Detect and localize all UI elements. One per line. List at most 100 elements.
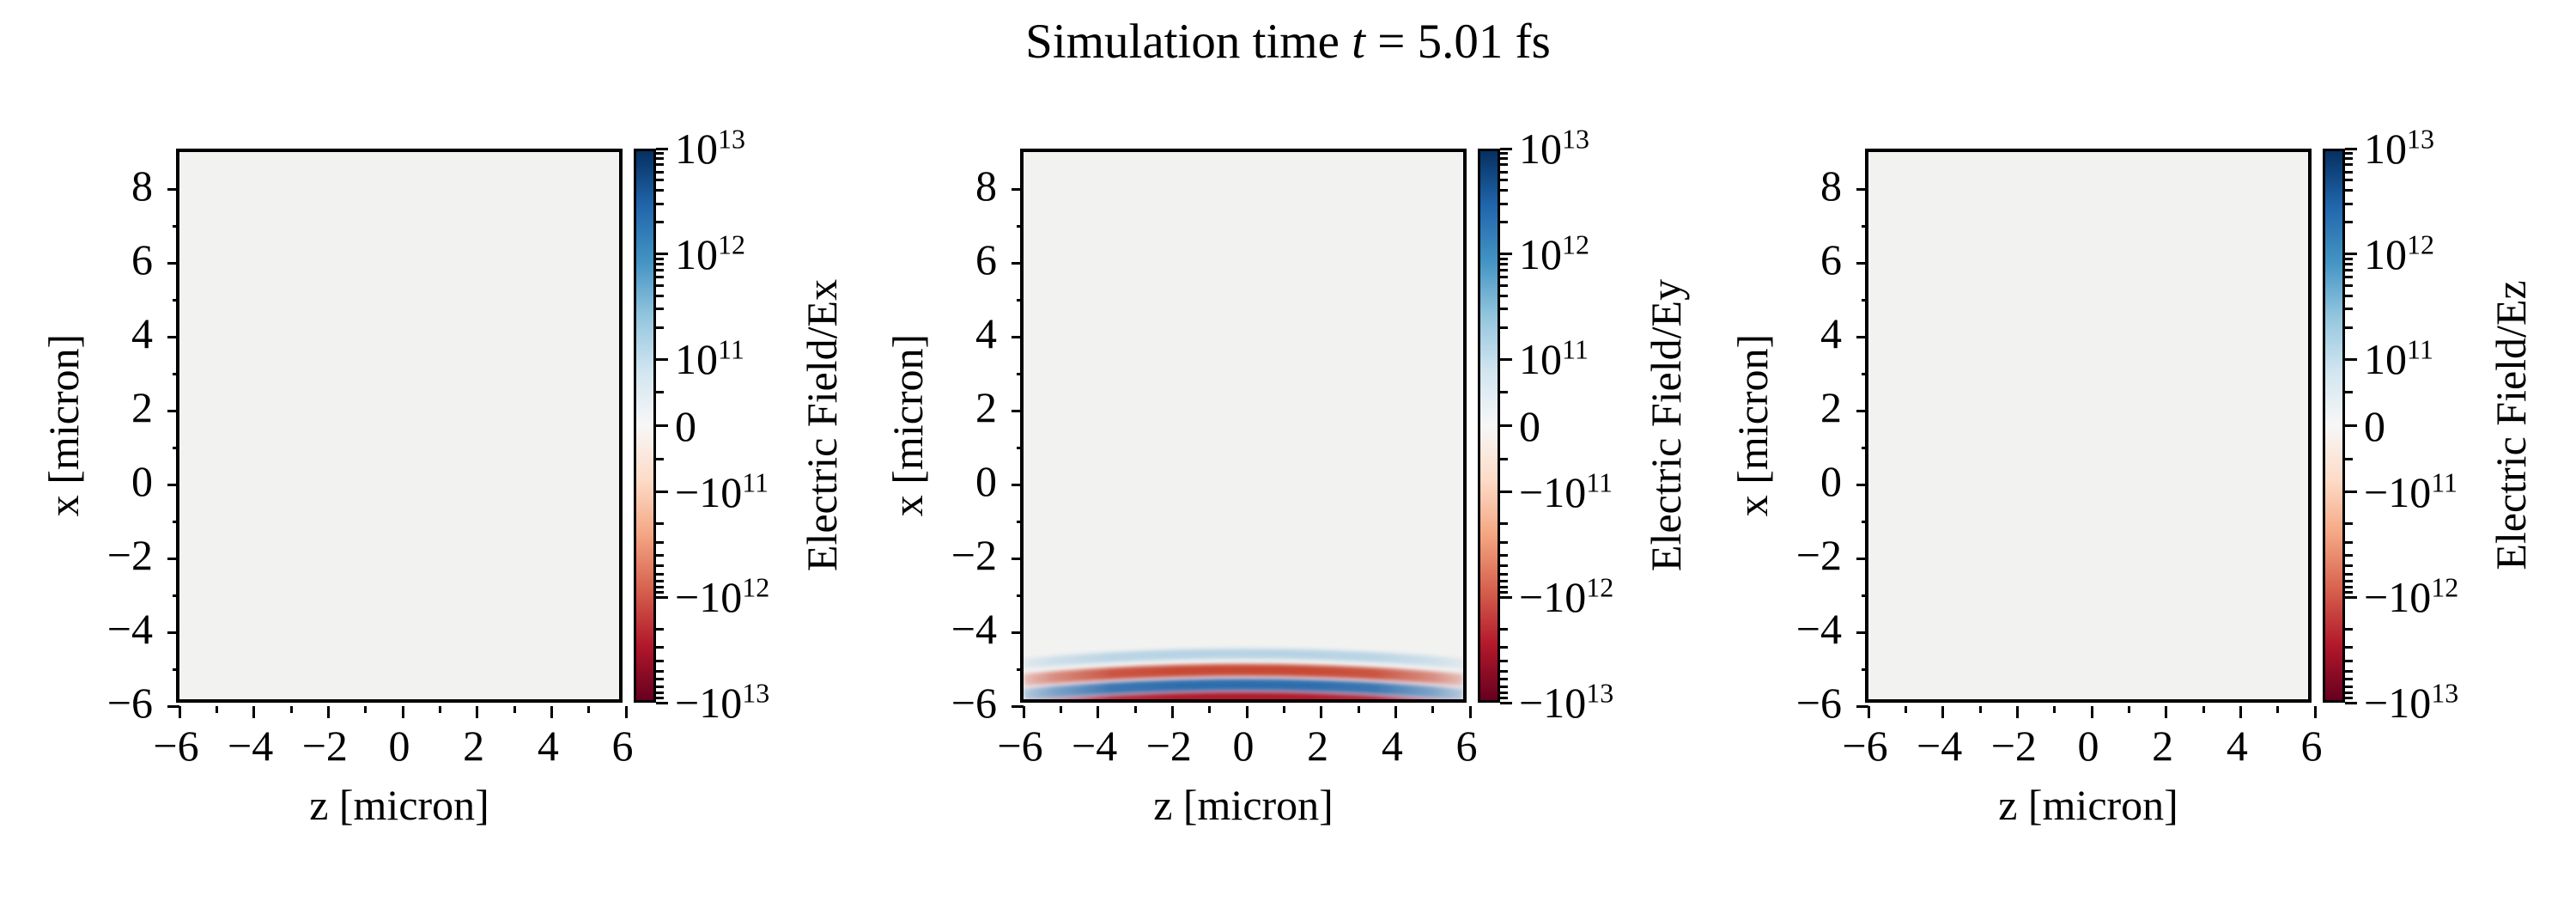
colorbar-minor-tick bbox=[656, 646, 664, 649]
colorbar-minor-tick bbox=[2345, 276, 2353, 279]
y-tick-label: 2 bbox=[1820, 383, 1842, 431]
colorbar-tick-label: −1011 bbox=[675, 466, 769, 516]
colorbar-tick bbox=[656, 595, 668, 599]
colorbar-ey bbox=[1478, 149, 1500, 703]
x-tick bbox=[2239, 706, 2242, 718]
colorbar-minor-tick bbox=[1500, 257, 1508, 260]
y-minor-tick bbox=[1017, 372, 1024, 375]
y-tick bbox=[167, 409, 179, 412]
colorbar-minor-tick bbox=[2345, 257, 2353, 260]
y-minor-tick bbox=[1017, 298, 1024, 302]
colorbar-minor-tick bbox=[656, 586, 664, 589]
x-axis-label: z [micron] bbox=[1998, 781, 2178, 829]
colorbar-tick bbox=[2345, 424, 2357, 427]
colorbar-minor-tick bbox=[656, 294, 664, 297]
x-tick-label: −6 bbox=[1842, 722, 1888, 770]
colorbar-tick-label: 1013 bbox=[2364, 123, 2434, 173]
wavefront-band bbox=[1052, 692, 1435, 699]
colorbar-tick bbox=[656, 147, 668, 150]
colorbar-minor-tick bbox=[1500, 669, 1508, 673]
x-minor-tick bbox=[1978, 706, 1982, 713]
colorbar-minor-tick bbox=[1500, 202, 1508, 205]
colorbar-tick-label: 1013 bbox=[1519, 123, 1589, 173]
colorbar-minor-tick bbox=[2345, 685, 2353, 688]
y-tick-label: −6 bbox=[1795, 679, 1842, 727]
x-minor-tick bbox=[513, 706, 516, 713]
colorbar-tick-label: 1012 bbox=[675, 228, 745, 278]
colorbar-minor-tick bbox=[656, 308, 664, 311]
colorbar-minor-tick bbox=[1500, 179, 1508, 182]
x-tick bbox=[252, 706, 256, 718]
y-minor-tick bbox=[1862, 298, 1868, 302]
colorbar-minor-tick bbox=[2345, 308, 2353, 311]
y-tick-label: 4 bbox=[975, 309, 997, 357]
colorbar-minor-tick bbox=[1500, 262, 1508, 265]
x-tick bbox=[2165, 706, 2168, 718]
colorbar-minor-tick bbox=[2345, 579, 2353, 582]
colorbar-minor-tick bbox=[1500, 627, 1508, 631]
x-tick bbox=[1941, 706, 1945, 718]
x-tick bbox=[476, 706, 479, 718]
wavefront-band bbox=[1024, 649, 1463, 669]
y-tick bbox=[167, 483, 179, 486]
colorbar-minor-tick bbox=[2345, 627, 2353, 631]
colorbar-tick-label: −1011 bbox=[2364, 466, 2458, 516]
y-minor-tick bbox=[173, 298, 179, 302]
colorbar-tick bbox=[1500, 424, 1512, 427]
y-tick-label: −2 bbox=[1795, 531, 1842, 579]
y-tick bbox=[1012, 261, 1024, 265]
y-minor-tick bbox=[1017, 594, 1024, 597]
y-tick bbox=[1856, 335, 1868, 338]
colorbar-tick bbox=[656, 424, 668, 427]
colorbar-minor-tick bbox=[2345, 157, 2353, 161]
y-minor-tick bbox=[173, 594, 179, 597]
colorbar-minor-tick bbox=[1500, 170, 1508, 174]
y-tick bbox=[1012, 409, 1024, 412]
x-tick bbox=[1468, 706, 1472, 718]
colorbar-minor-tick bbox=[656, 685, 664, 688]
x-tick-label: −4 bbox=[228, 722, 274, 770]
y-tick-label: 6 bbox=[975, 235, 997, 283]
colorbar-tick bbox=[2345, 147, 2357, 150]
x-minor-tick bbox=[1282, 706, 1285, 713]
y-minor-tick bbox=[1862, 520, 1868, 523]
colorbar-minor-tick bbox=[2345, 696, 2353, 699]
y-minor-tick bbox=[1017, 520, 1024, 523]
colorbar-minor-tick bbox=[2345, 678, 2353, 681]
colorbar-minor-tick bbox=[2345, 152, 2353, 155]
colorbar-minor-tick bbox=[656, 522, 664, 526]
x-minor-tick bbox=[1059, 706, 1062, 713]
x-tick bbox=[2313, 706, 2317, 718]
x-tick-label: 6 bbox=[1455, 722, 1478, 770]
title-suffix: = 5.01 fs bbox=[1365, 15, 1551, 69]
y-tick-label: 6 bbox=[1820, 235, 1842, 283]
colorbar-minor-tick bbox=[1500, 189, 1508, 192]
y-tick bbox=[1856, 261, 1868, 265]
x-minor-tick bbox=[2276, 706, 2280, 713]
colorbar-minor-tick bbox=[2345, 391, 2353, 394]
x-minor-tick bbox=[2202, 706, 2205, 713]
colorbar-tick-label: 1012 bbox=[2364, 228, 2434, 278]
y-tick bbox=[1012, 187, 1024, 191]
x-tick-label: 2 bbox=[1307, 722, 1329, 770]
colorbar-tick-label: 1011 bbox=[2364, 333, 2433, 384]
y-tick-label: 2 bbox=[975, 383, 997, 431]
y-minor-tick bbox=[173, 372, 179, 375]
x-tick bbox=[550, 706, 553, 718]
colorbar-minor-tick bbox=[1500, 591, 1508, 594]
colorbar-minor-tick bbox=[1500, 646, 1508, 649]
plot-area-ex bbox=[167, 149, 628, 718]
y-minor-tick bbox=[1862, 667, 1868, 671]
colorbar-minor-tick bbox=[2345, 691, 2353, 694]
colorbar-tick-label: −1012 bbox=[675, 571, 770, 622]
x-tick bbox=[1867, 706, 1870, 718]
colorbar-label-ex: Electric Field/Ex bbox=[798, 278, 846, 572]
colorbar-minor-tick bbox=[1500, 283, 1508, 287]
x-tick bbox=[1097, 706, 1100, 718]
x-tick-label: 6 bbox=[611, 722, 634, 770]
colorbar-minor-tick bbox=[2345, 221, 2353, 224]
colorbar-minor-tick bbox=[656, 540, 664, 544]
x-minor-tick bbox=[289, 706, 293, 713]
colorbar-minor-tick bbox=[656, 659, 664, 662]
